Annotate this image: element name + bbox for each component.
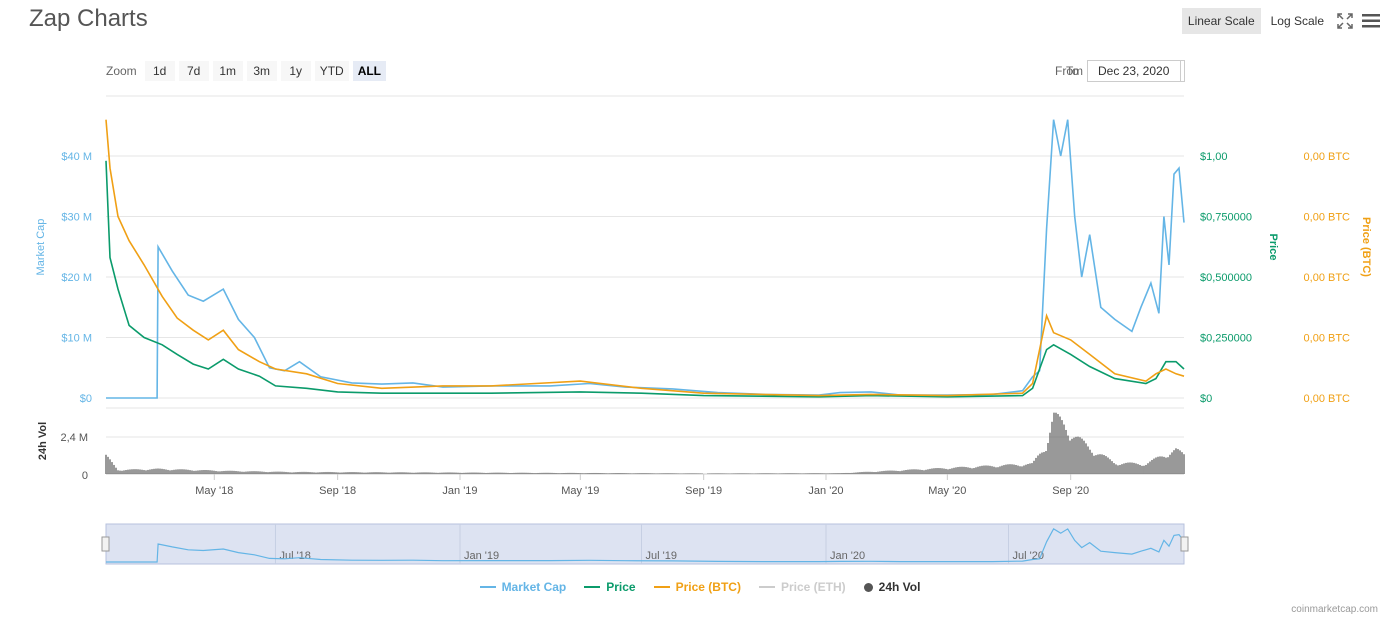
x-tick-label: May '18: [195, 485, 233, 497]
zoom-controls: Zoom 1d 7d 1m 3m 1y YTD ALL: [106, 61, 387, 81]
to-label: To: [1066, 64, 1079, 78]
x-tick-label: May '20: [928, 485, 966, 497]
series-line-market-cap: [106, 119, 1185, 399]
navigator-tick-label: Jul '19: [645, 550, 676, 562]
legend-market-cap[interactable]: Market Cap: [479, 580, 567, 594]
legend-price[interactable]: Price: [584, 580, 636, 594]
zoom-1y-button[interactable]: 1y: [280, 61, 311, 81]
from-label: From: [1055, 64, 1083, 78]
log-scale-button[interactable]: Log Scale: [1264, 8, 1330, 34]
price-tick-label: $0,250000: [1200, 333, 1252, 345]
price-tick-label: $0,500000: [1200, 272, 1252, 284]
navigator-window: [105, 523, 1185, 565]
market-cap-tick-label: $30 M: [61, 212, 92, 224]
navigator-handle-right[interactable]: [1180, 536, 1189, 552]
legend-market-cap-swatch: [479, 586, 496, 588]
volume-tick-label: 0: [82, 470, 88, 482]
series-line-price: [105, 160, 1185, 398]
hamburger-menu-icon[interactable]: [1360, 8, 1382, 34]
price-btc-tick-label: 0,00 BTC: [1304, 333, 1351, 345]
fullscreen-icon[interactable]: [1334, 8, 1356, 34]
legend-24h-vol-label: 24h Vol: [878, 580, 921, 594]
market-cap-tick-label: $40 M: [61, 151, 92, 163]
date-range-to: To: [1066, 60, 1181, 82]
zoom-ytd-button[interactable]: YTD: [314, 61, 349, 81]
price-axis-title: Price: [1267, 234, 1279, 261]
price-tick-label: $0,750000: [1200, 212, 1252, 224]
market-cap-tick-label: $10 M: [61, 333, 92, 345]
to-date-input[interactable]: [1086, 60, 1181, 82]
price-tick-label: $1,00: [1200, 151, 1228, 163]
price-btc-tick-label: 0,00 BTC: [1304, 212, 1351, 224]
price-btc-axis-title: Price (BTC): [1360, 217, 1372, 277]
legend-price-btc-label: Price (BTC): [675, 580, 741, 594]
navigator-handle-left[interactable]: [101, 536, 110, 552]
credit-text: coinmarketcap.com: [1291, 604, 1378, 615]
x-tick-label: Sep '18: [319, 485, 356, 497]
volume-tick-label: 2,4 M: [60, 432, 88, 444]
scale-toolbar: Linear Scale Log Scale: [1181, 8, 1382, 34]
navigator-tick-label: Jul '18: [279, 550, 310, 562]
legend-price-eth-label: Price (ETH): [780, 580, 846, 594]
price-btc-tick-label: 0,00 BTC: [1304, 151, 1351, 163]
legend-price-eth-swatch: [758, 586, 775, 588]
volume-axis-title: 24h Vol: [37, 422, 49, 460]
legend-24h-vol-swatch: [863, 582, 873, 592]
zoom-1m-button[interactable]: 1m: [212, 61, 243, 81]
zoom-1d-button[interactable]: 1d: [144, 61, 175, 81]
linear-scale-button[interactable]: Linear Scale: [1181, 8, 1261, 34]
price-btc-tick-label: 0,00 BTC: [1304, 393, 1351, 405]
navigator-series-line: [106, 528, 1185, 563]
legend-price-eth[interactable]: Price (ETH): [758, 580, 846, 594]
legend-price-btc-swatch: [653, 586, 670, 588]
price-tick-label: $0: [1200, 393, 1212, 405]
x-tick-label: Sep '20: [1052, 485, 1089, 497]
market-cap-axis-title: Market Cap: [35, 219, 47, 276]
chart-legend: Market Cap Price Price (BTC) Price (ETH)…: [0, 580, 1400, 594]
x-tick-label: May '19: [561, 485, 599, 497]
legend-price-btc[interactable]: Price (BTC): [653, 580, 741, 594]
legend-price-swatch: [584, 586, 601, 588]
legend-price-label: Price: [606, 580, 636, 594]
x-tick-label: Sep '19: [685, 485, 722, 497]
zoom-label: Zoom: [106, 64, 137, 78]
zoom-7d-button[interactable]: 7d: [178, 61, 209, 81]
x-tick-label: Jan '19: [442, 485, 477, 497]
legend-market-cap-label: Market Cap: [501, 580, 567, 594]
legend-24h-vol[interactable]: 24h Vol: [863, 580, 921, 594]
series-line-price-btc: [105, 119, 1185, 397]
navigator-tick-label: Jan '20: [830, 550, 865, 562]
zoom-all-button[interactable]: ALL: [352, 61, 387, 81]
market-cap-tick-label: $0: [80, 393, 92, 405]
page-title: Zap Charts: [29, 5, 148, 32]
zoom-3m-button[interactable]: 3m: [246, 61, 277, 81]
navigator-tick-label: Jan '19: [464, 550, 499, 562]
x-tick-label: Jan '20: [808, 485, 843, 497]
market-cap-tick-label: $20 M: [61, 272, 92, 284]
price-btc-tick-label: 0,00 BTC: [1304, 272, 1351, 284]
